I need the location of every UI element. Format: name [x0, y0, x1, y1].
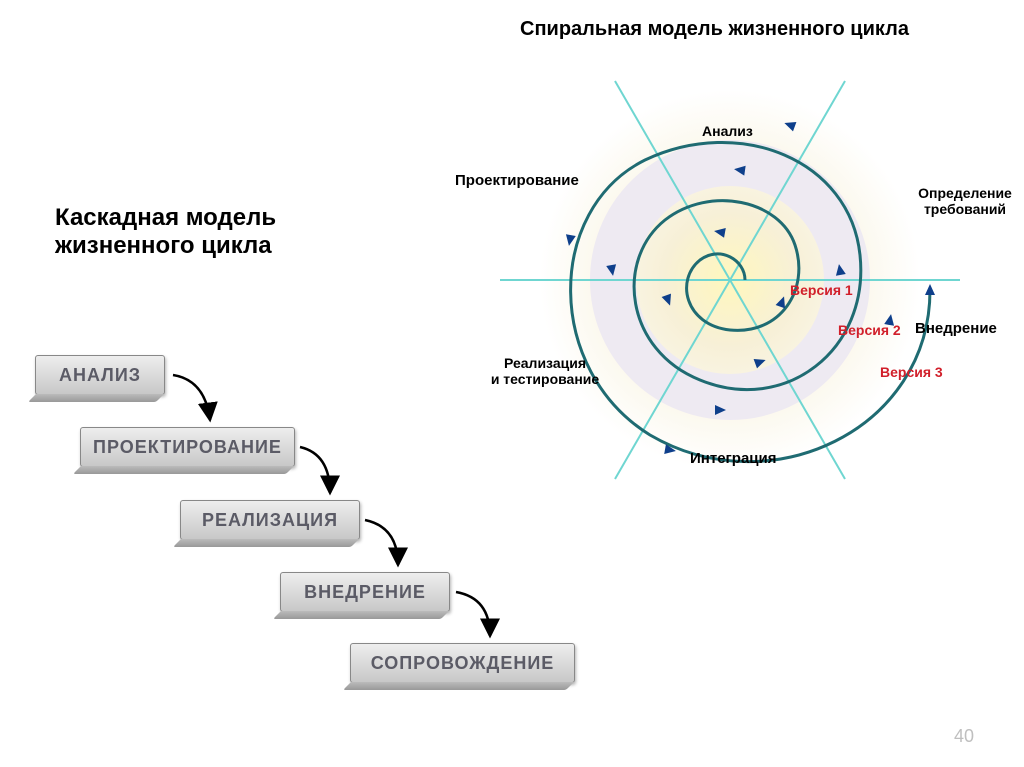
spiral-version-label: Версия 2	[838, 322, 901, 338]
spiral-title: Спиральная модель жизненного цикла	[520, 18, 940, 41]
spiral-label: Интеграция	[690, 450, 776, 467]
waterfall-arrow	[365, 520, 398, 565]
page-number: 40	[954, 726, 974, 747]
spiral-label: Реализацияи тестирование	[465, 355, 625, 387]
spiral-label: Анализ	[702, 123, 753, 139]
spiral-label: Определениетребований	[905, 185, 1024, 217]
waterfall-stage: ПРОЕКТИРОВАНИЕ	[80, 427, 295, 467]
spiral-version-label: Версия 1	[790, 282, 853, 298]
waterfall-title: Каскадная модель жизненного цикла	[55, 204, 375, 260]
waterfall-stage: РЕАЛИЗАЦИЯ	[180, 500, 360, 540]
waterfall-stage: АНАЛИЗ	[35, 355, 165, 395]
waterfall-stage: ВНЕДРЕНИЕ	[280, 572, 450, 612]
waterfall-stage: СОПРОВОЖДЕНИЕ	[350, 643, 575, 683]
waterfall-arrow	[456, 592, 490, 636]
spiral-label: Проектирование	[455, 172, 579, 189]
waterfall-arrow	[173, 375, 210, 420]
spiral-version-label: Версия 3	[880, 364, 943, 380]
waterfall-arrow	[300, 447, 330, 493]
diagram-canvas: Спиральная модель жизненного цикла	[0, 0, 1024, 767]
spiral-label: Внедрение	[915, 320, 997, 337]
